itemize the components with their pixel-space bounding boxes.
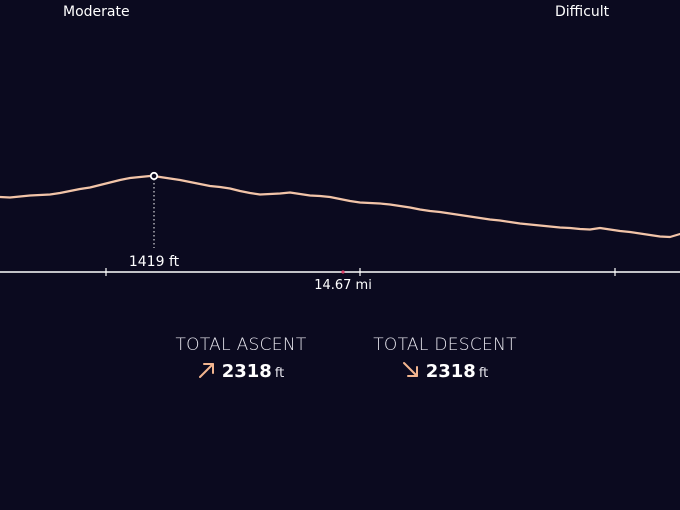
arrow-down-right-icon [402, 362, 418, 377]
total-descent-value: 2318 [425, 361, 476, 382]
difficulty-label-difficult: Difficult [555, 4, 610, 20]
total-ascent-value-row: 2318 ft [170, 361, 312, 382]
total-descent-value-row: 2318 ft [368, 361, 522, 382]
peak-elevation-label: 1419 ft [129, 254, 180, 270]
elevation-stats: TOTAL ASCENT 2318 ft TOTAL DESCENT 2318 ft [0, 335, 680, 395]
total-ascent-unit: ft [274, 366, 285, 381]
total-ascent-stat: TOTAL ASCENT 2318 ft [170, 335, 312, 382]
total-ascent-label: TOTAL ASCENT [175, 335, 307, 355]
total-descent-label: TOTAL DESCENT [373, 335, 517, 355]
arrow-up-right-icon [198, 363, 214, 378]
difficulty-label-moderate: Moderate [63, 4, 130, 20]
total-descent-unit: ft [478, 366, 489, 381]
distance-label: 14.67 mi [314, 278, 372, 293]
total-ascent-value: 2318 [221, 361, 272, 382]
peak-marker[interactable] [149, 171, 159, 181]
elevation-profile-chart[interactable]: 1419 ft 14.67 mi [0, 0, 680, 300]
elevation-line [0, 174, 680, 239]
total-descent-stat: TOTAL DESCENT 2318 ft [368, 335, 522, 382]
distance-position-marker [341, 270, 345, 274]
